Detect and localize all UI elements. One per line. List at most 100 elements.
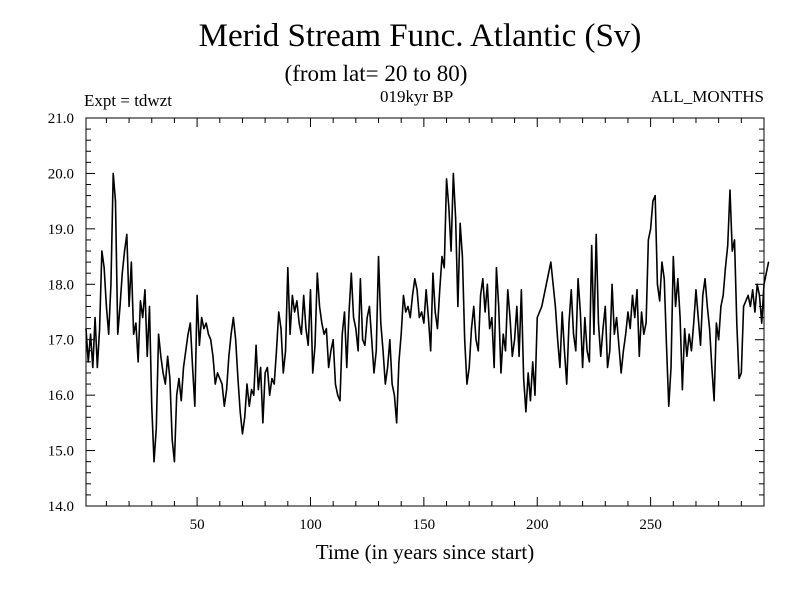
data-point (611, 283, 613, 285)
data-point (618, 344, 620, 346)
data-point (250, 389, 253, 391)
data-point (142, 316, 144, 319)
data-point (137, 361, 139, 363)
data-point (117, 333, 119, 335)
data-point (303, 294, 305, 296)
data-point (461, 255, 464, 258)
data-point (543, 294, 545, 296)
data-point (593, 333, 595, 335)
data-point (529, 400, 532, 402)
data-point (727, 244, 729, 247)
data-point (280, 328, 282, 330)
data-point (398, 361, 400, 363)
data-point (214, 383, 216, 385)
data-point (557, 339, 559, 341)
data-point (742, 305, 745, 308)
data-point (180, 400, 182, 402)
data-point (643, 333, 645, 335)
data-point (241, 433, 244, 435)
data-point (94, 316, 96, 319)
y-tick-label: 16.0 (48, 388, 74, 404)
data-point (427, 316, 429, 319)
data-point (108, 333, 110, 335)
data-point (232, 316, 234, 319)
data-point (380, 322, 382, 324)
data-point (321, 322, 323, 324)
y-tick-label: 21.0 (48, 111, 74, 127)
data-point (282, 372, 284, 374)
data-point (552, 283, 554, 285)
data-point (466, 383, 468, 385)
data-point (332, 339, 334, 341)
data-point (130, 261, 132, 263)
data-point (191, 366, 194, 369)
data-point (287, 267, 289, 269)
data-point (758, 294, 761, 296)
data-point (359, 278, 361, 280)
data-point (126, 233, 128, 235)
data-point (482, 278, 484, 280)
data-point (654, 195, 656, 197)
data-point (244, 416, 246, 418)
data-point (457, 305, 459, 308)
data-point (235, 339, 237, 341)
data-point (343, 311, 346, 313)
data-point (595, 233, 597, 235)
data-point (507, 289, 509, 291)
data-point (328, 366, 330, 369)
data-point (423, 322, 425, 324)
data-point (554, 305, 556, 308)
data-point (323, 333, 325, 335)
data-point (511, 355, 513, 357)
data-point (300, 333, 303, 335)
data-point (366, 316, 368, 319)
data-point (255, 344, 257, 346)
data-point (491, 316, 493, 319)
data-point (337, 394, 339, 396)
data-point (443, 267, 445, 269)
data-point (636, 289, 638, 291)
data-point (690, 350, 693, 352)
data-point (756, 283, 758, 285)
data-point (162, 372, 164, 374)
data-point (609, 350, 611, 352)
data-point (271, 377, 273, 380)
data-point (400, 333, 402, 335)
data-point (114, 200, 117, 202)
data-point (722, 294, 724, 296)
data-point (536, 316, 538, 319)
data-point (477, 350, 479, 352)
data-point (582, 366, 584, 369)
data-point (262, 422, 264, 424)
data-point (309, 289, 312, 291)
data-point (414, 278, 416, 280)
data-point (563, 350, 566, 352)
data-point (738, 377, 740, 380)
data-point (418, 316, 420, 319)
data-point (316, 272, 318, 274)
data-point (407, 305, 409, 308)
data-point (459, 222, 461, 224)
data-point (105, 305, 108, 308)
data-point (373, 372, 375, 374)
data-point (699, 344, 702, 346)
data-point (402, 294, 405, 296)
data-point (631, 294, 634, 296)
data-point (647, 239, 649, 241)
data-point (305, 328, 307, 330)
data-point (103, 267, 105, 269)
data-point (151, 405, 153, 407)
data-point (307, 344, 309, 346)
data-point (357, 350, 359, 352)
series-group (85, 172, 770, 463)
data-point (239, 411, 241, 413)
plot-frame (85, 117, 765, 507)
data-point (384, 383, 386, 385)
data-point (665, 344, 668, 346)
data-point (264, 372, 266, 374)
data-point (464, 339, 466, 341)
data-point (745, 300, 747, 302)
data-point (747, 294, 749, 296)
data-point (645, 322, 647, 324)
data-point (693, 322, 695, 324)
